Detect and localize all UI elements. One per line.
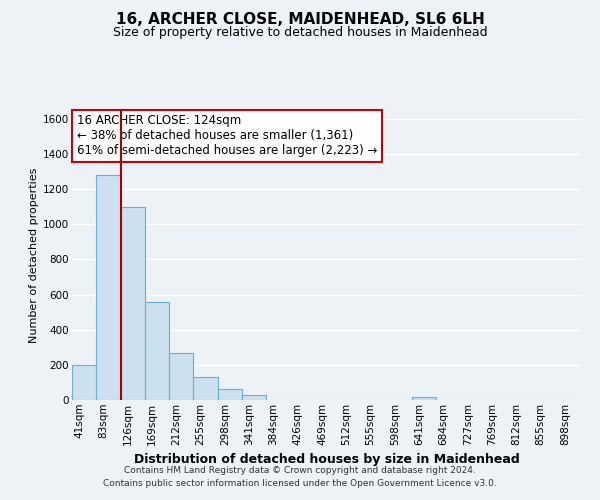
X-axis label: Distribution of detached houses by size in Maidenhead: Distribution of detached houses by size … — [134, 453, 520, 466]
Text: 16 ARCHER CLOSE: 124sqm
← 38% of detached houses are smaller (1,361)
61% of semi: 16 ARCHER CLOSE: 124sqm ← 38% of detache… — [77, 114, 377, 158]
Text: Contains HM Land Registry data © Crown copyright and database right 2024.
Contai: Contains HM Land Registry data © Crown c… — [103, 466, 497, 487]
Bar — [169, 352, 193, 400]
Bar — [412, 398, 436, 400]
Bar — [96, 175, 121, 400]
Bar — [242, 394, 266, 400]
Bar — [72, 365, 96, 400]
Bar — [193, 377, 218, 400]
Text: 16, ARCHER CLOSE, MAIDENHEAD, SL6 6LH: 16, ARCHER CLOSE, MAIDENHEAD, SL6 6LH — [116, 12, 484, 28]
Bar — [145, 302, 169, 400]
Text: Size of property relative to detached houses in Maidenhead: Size of property relative to detached ho… — [113, 26, 487, 39]
Bar — [218, 389, 242, 400]
Y-axis label: Number of detached properties: Number of detached properties — [29, 168, 39, 342]
Bar — [121, 206, 145, 400]
